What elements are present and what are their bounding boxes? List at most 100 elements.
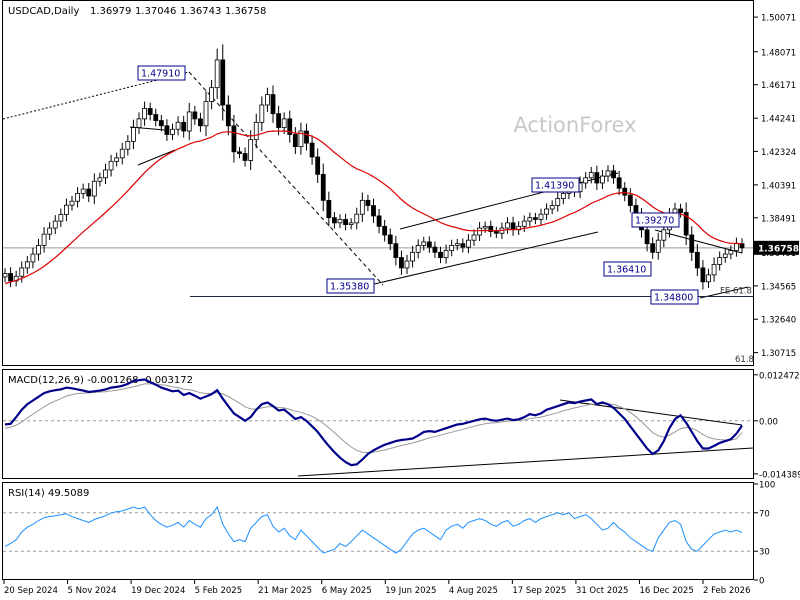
candle-body: [421, 241, 427, 246]
candle-body: [304, 130, 309, 144]
candle-body: [265, 94, 270, 106]
price-annotation-label: 1.39270: [635, 216, 674, 227]
price-axis: 1.50071 1.48071 1.46171 1.44241 1.42324 1.403…: [754, 14, 799, 359]
ohlc-close: 1.36758: [225, 6, 266, 17]
candle-body: [348, 222, 354, 226]
candle-body: [276, 113, 281, 128]
price-annotation-label: 1.36410: [607, 265, 646, 276]
candle-body: [19, 267, 25, 277]
moving-average-line: [4, 130, 743, 285]
candle-body: [505, 222, 510, 229]
candle-body: [700, 267, 706, 283]
candle-body: [538, 213, 544, 220]
price-annotation-label: 1.47910: [141, 69, 180, 80]
price-tick-label: 1.38491: [761, 214, 796, 224]
price-annotation-box: [603, 261, 652, 277]
candle-body: [147, 108, 153, 115]
candle-body: [125, 140, 131, 150]
candle-body: [136, 118, 142, 128]
trendline-dashed-decline: [188, 71, 384, 286]
candle-body: [91, 180, 97, 197]
candle-body: [292, 134, 298, 147]
candle-body: [36, 244, 41, 255]
macd-main-line: [4, 378, 743, 467]
candle-body: [611, 170, 616, 179]
time-axis: 20 Sep 2024 5 Nov 2024 19 Dec 2024 5 Feb 20…: [3, 580, 751, 596]
candle-body: [41, 233, 47, 246]
candle-body: [471, 234, 477, 241]
candle-body: [678, 208, 683, 213]
flag-upper-line: [129, 126, 166, 131]
candle-body: [371, 205, 376, 217]
candle-body: [142, 108, 147, 120]
price-annotation-box: [137, 65, 186, 81]
macd-pane-frame: [2, 369, 754, 479]
candle-body: [242, 153, 248, 161]
candle-body: [52, 220, 58, 229]
candle-body: [594, 172, 600, 184]
candle-body: [644, 229, 650, 245]
candle-body: [192, 111, 198, 120]
candle-body: [270, 94, 276, 115]
candle-body: [343, 218, 348, 225]
macd-lines: [4, 378, 754, 477]
ohlc-low: 1.36743: [180, 6, 221, 17]
candle-body: [376, 215, 382, 227]
macd-tick-label: 0.00: [759, 417, 778, 427]
macd-pane-title: MACD(12,26,9) -0.001268 -0.003172: [8, 375, 193, 386]
price-tick-label: 1.50071: [761, 14, 796, 24]
candle-body: [477, 227, 482, 236]
price-annotation-label: 1.41390: [535, 181, 574, 192]
time-tick-label: 19 Jun 2025: [385, 586, 436, 596]
candle-body: [583, 177, 589, 184]
candle-body: [354, 213, 360, 224]
candle-body: [399, 257, 404, 269]
rsi-axis: 100 70 30 0: [754, 481, 775, 587]
candle-body: [382, 225, 388, 236]
price-tick-label: 1.46171: [761, 81, 796, 91]
candle-body: [214, 59, 220, 89]
candle-body: [544, 208, 549, 215]
candle-body: [521, 220, 527, 227]
candle-body: [454, 243, 460, 246]
price-tick-label: 1.48071: [761, 48, 796, 58]
price-annotation-box: [650, 289, 699, 305]
candle-body: [482, 225, 488, 229]
candle-body: [549, 205, 555, 210]
rsi-grid: [3, 512, 753, 552]
candle-body: [460, 243, 466, 248]
current-price-box: [754, 240, 799, 255]
time-tick-label: 5 Nov 2024: [68, 586, 117, 596]
candle-body: [722, 253, 728, 258]
candle-body: [326, 199, 332, 219]
candle-body: [231, 125, 237, 153]
candle-body: [332, 217, 337, 224]
candle-body: [64, 204, 69, 215]
candle-body: [438, 251, 443, 258]
candle-body: [186, 111, 192, 132]
price-tick-label: 1.30715: [761, 349, 796, 359]
candle-body: [158, 120, 164, 127]
time-tick-label: 21 Mar 2025: [258, 586, 312, 596]
candle-body: [164, 125, 170, 135]
candle-body: [153, 114, 159, 121]
candle-body: [209, 87, 214, 102]
candle-body: [309, 142, 315, 158]
candle-body: [387, 234, 393, 245]
candle-body: [24, 261, 30, 269]
candle-body: [108, 160, 114, 171]
candle-body: [337, 218, 343, 224]
candle-body: [443, 250, 449, 258]
time-tick-label: 31 Oct 2025: [576, 586, 629, 596]
candle-body: [410, 251, 415, 262]
candle-body: [253, 121, 259, 141]
candle-body: [527, 217, 533, 222]
candle-body: [80, 188, 86, 194]
candle-body: [449, 244, 455, 251]
price-annotations: 1.47910 1.35380 1.41390 1.39270 1.36410 1.348…: [137, 65, 754, 365]
candle-body: [600, 175, 605, 184]
candle-body: [728, 250, 734, 255]
macd-axis: 0.012472 0.00 -0.014389: [754, 371, 800, 480]
candle-body: [734, 243, 739, 252]
candle-body: [488, 225, 494, 232]
